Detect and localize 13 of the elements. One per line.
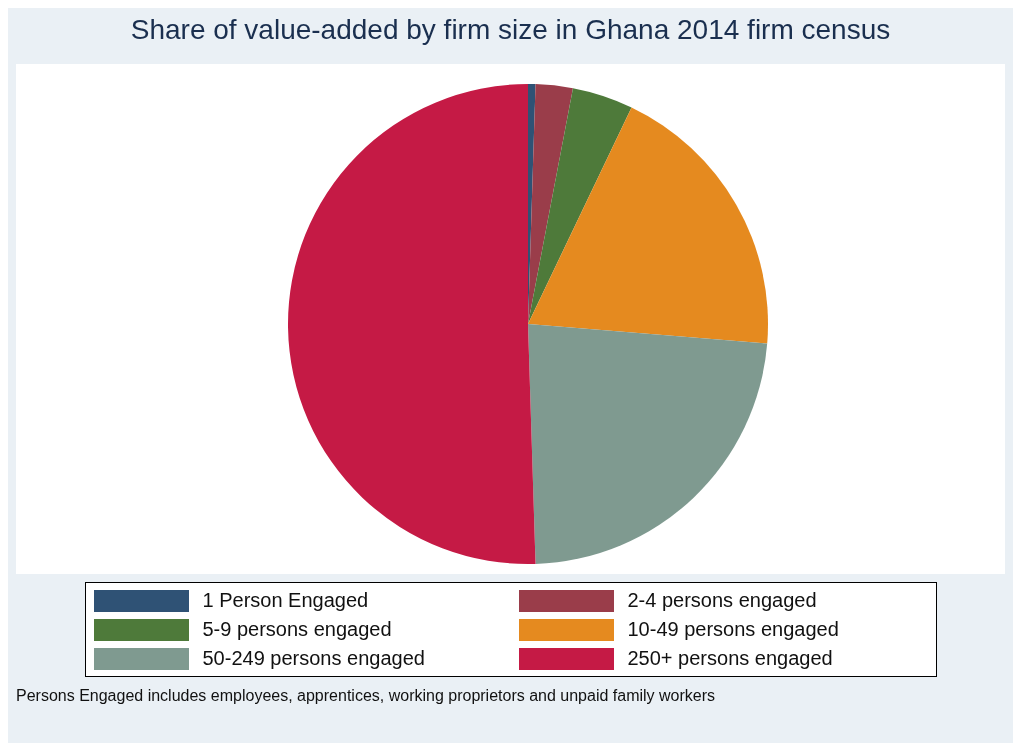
legend-label: 5-9 persons engaged <box>202 618 392 641</box>
text: Persons Engaged includes employees, apprentices, working proprietors and unpaid family workers <box>16 687 717 705</box>
pie-slice <box>528 107 768 344</box>
legend-label: 50-249 persons engaged <box>202 647 425 670</box>
pie-slice <box>288 84 536 564</box>
legend-label: 1 Person Engaged <box>202 589 369 612</box>
pie-slice <box>528 88 632 324</box>
legend-label: 2-4 persons engaged <box>627 589 817 612</box>
pie-slice <box>528 84 573 324</box>
pie-slice <box>528 324 768 564</box>
legend-label: 250+ persons engaged <box>627 647 833 670</box>
legend-label: 10-49 persons engaged <box>627 618 839 641</box>
chart-title: Share of value-added by firm size in Ghana 2014 firm census <box>129 13 892 47</box>
